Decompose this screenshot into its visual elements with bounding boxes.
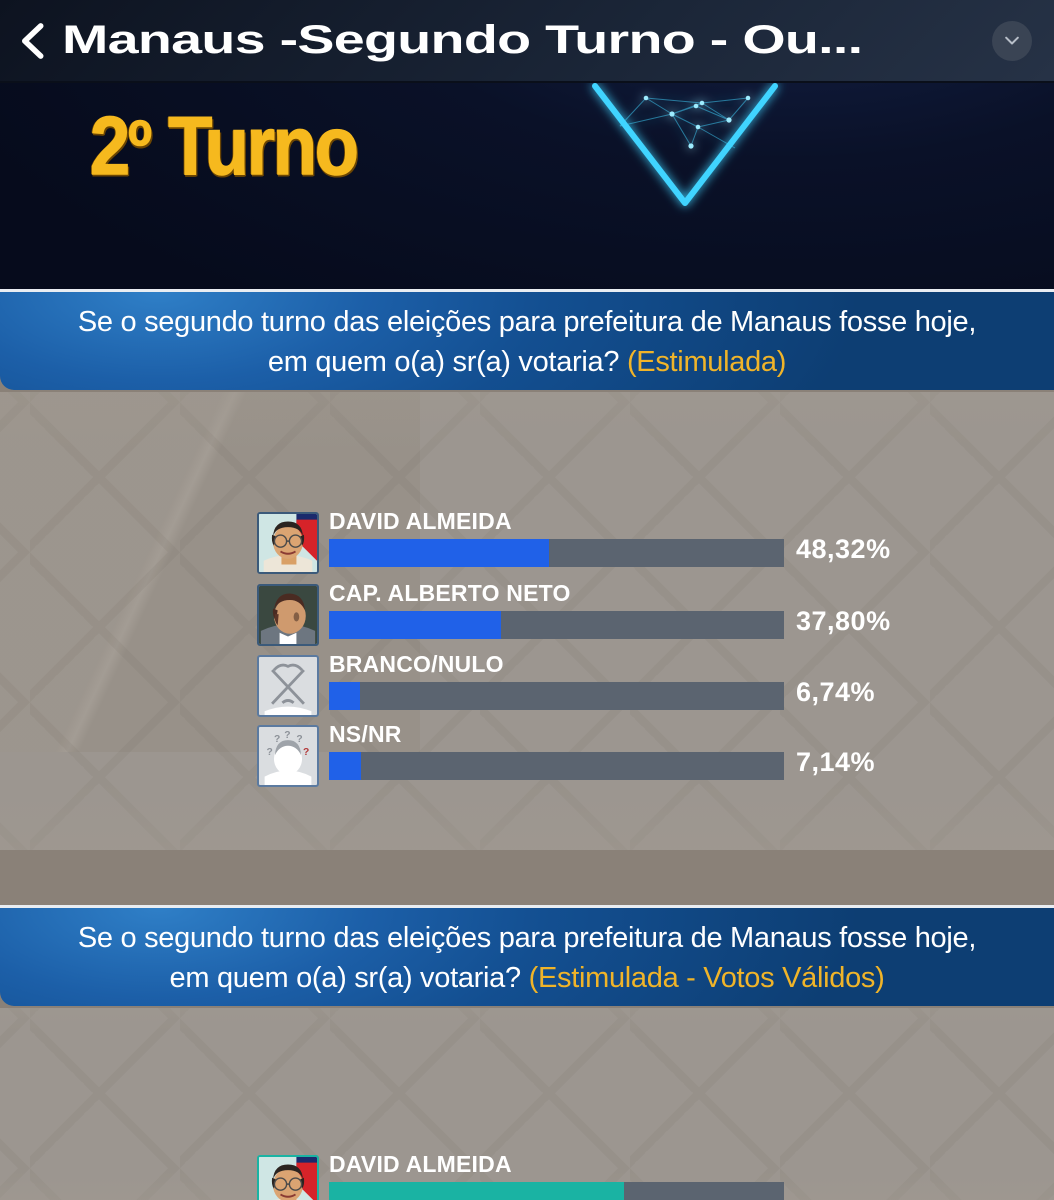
svg-text:?: ?: [274, 734, 280, 745]
svg-text:?: ?: [296, 734, 302, 745]
svg-text:?: ?: [266, 747, 272, 758]
svg-text:?: ?: [284, 730, 290, 741]
svg-text:?: ?: [303, 747, 309, 758]
